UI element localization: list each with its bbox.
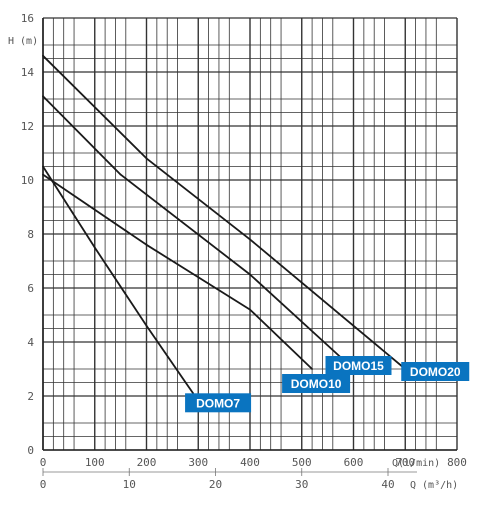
x-tick-label: 200 <box>137 456 157 469</box>
series-badge-background <box>325 356 392 375</box>
series-point <box>249 238 251 241</box>
x-tick-label: 300 <box>188 456 208 469</box>
series-point <box>42 165 44 168</box>
x-m3h-tick-label: 40 <box>381 478 394 491</box>
series-badges: DOMO7 DOMO10 DOMO15 DOMO20 <box>185 356 470 413</box>
x-tick-label: 600 <box>344 456 364 469</box>
x-axis-unit-label: Q(l/min) <box>392 458 440 469</box>
series-line-domo7 <box>42 166 194 394</box>
series-point <box>42 173 44 176</box>
series-badge-label: DOMO20 <box>410 365 461 379</box>
y-tick-label: 12 <box>21 120 34 133</box>
series-point <box>93 246 96 249</box>
y-tick-label: 2 <box>27 390 34 403</box>
series-line-domo10 <box>42 173 313 370</box>
x-tick-label: 0 <box>40 456 47 469</box>
series-point <box>311 368 313 370</box>
series-badge-label: DOMO15 <box>333 359 384 373</box>
series-badge-background <box>282 374 351 393</box>
y-tick-label: 14 <box>21 66 35 79</box>
series-point <box>249 273 251 276</box>
y-tick-label: 4 <box>27 336 34 349</box>
series-badge-label: DOMO7 <box>196 396 240 410</box>
x-tick-label: 400 <box>240 456 260 469</box>
series-point <box>145 324 148 327</box>
x-m3h-tick-label: 30 <box>295 478 308 491</box>
x-tick-label: 500 <box>292 456 312 469</box>
y-tick-label: 16 <box>21 12 34 25</box>
axes <box>42 18 457 476</box>
x-m3h-tick-label: 10 <box>123 478 136 491</box>
series-line-domo20 <box>42 55 406 370</box>
series-badge-domo20: DOMO20 <box>401 362 470 381</box>
y-tick-label: 10 <box>21 174 34 187</box>
x-tick-label: 100 <box>85 456 105 469</box>
series-badge-background <box>185 393 252 413</box>
series-point <box>119 173 122 176</box>
y-axis-unit-label: H (m) <box>8 36 38 47</box>
series-badge-domo7: DOMO7 <box>185 393 252 413</box>
y-tick-label: 0 <box>27 444 34 457</box>
series-point <box>145 243 148 246</box>
x-tick-label: 800 <box>447 456 467 469</box>
x-m3h-tick-label: 20 <box>209 478 222 491</box>
y-tick-label: 8 <box>27 228 34 241</box>
series-point <box>42 54 44 57</box>
x-m3h-tick-label: 0 <box>40 478 47 491</box>
grid <box>42 17 458 451</box>
series-badge-background <box>401 362 470 381</box>
series-lines <box>42 54 407 395</box>
series-badge-label: DOMO10 <box>291 377 342 391</box>
series-point <box>249 308 251 311</box>
series-line-domo15 <box>42 95 355 370</box>
y-tick-label: 6 <box>27 282 34 295</box>
series-badge-domo10: DOMO10 <box>282 374 351 393</box>
x-axis-m3h-unit-label: Q (m³/h) <box>410 480 458 491</box>
series-badge-domo15: DOMO15 <box>325 356 392 375</box>
series-point <box>42 95 44 98</box>
x-tick-label: 700 <box>395 456 415 469</box>
series-point <box>145 157 148 160</box>
